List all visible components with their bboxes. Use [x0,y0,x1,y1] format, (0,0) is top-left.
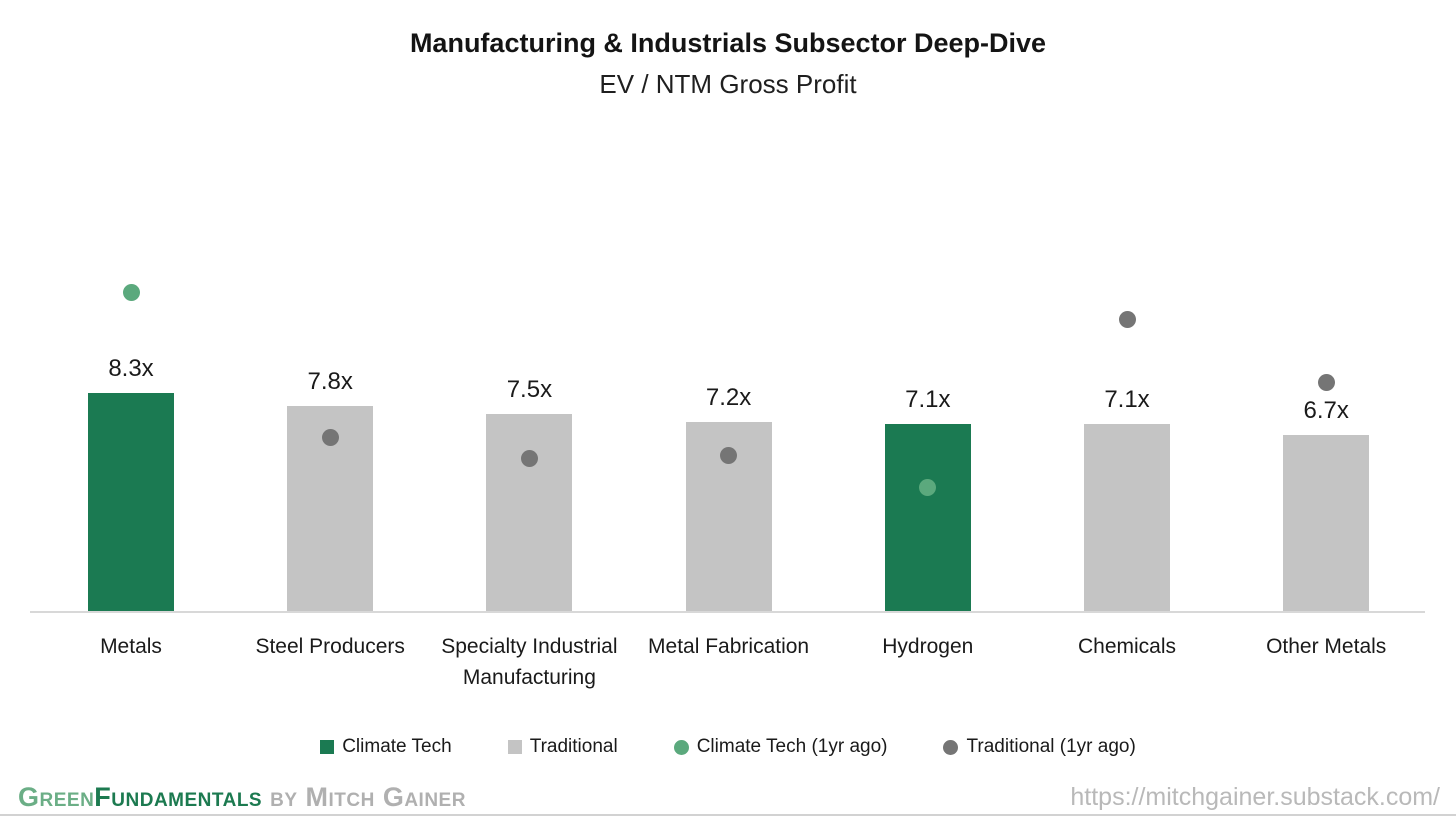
x-axis-line [30,611,1425,613]
legend-label: Climate Tech (1yr ago) [696,736,888,757]
value-label-metal-fabrication: 7.2x [705,383,752,411]
dot-traditional-1yr-ago-chemicals [1118,310,1136,328]
category-label-chemicals: Chemicals [1077,635,1177,658]
legend-item-traditional: Traditional [507,736,618,758]
chart-subtitle: EV / NTM Gross Profit [599,69,857,99]
category-label-hydrogen: Hydrogen [882,635,974,658]
brand-segment-by: by [262,782,306,812]
category-label-other-metals: Other Metals [1266,635,1387,658]
value-label-chemicals: 7.1x [1104,386,1150,414]
bottom-divider [0,814,1456,816]
legend-swatch-climate-tech [320,740,335,754]
legend-label: Traditional (1yr ago) [966,736,1136,757]
chart-title: Manufacturing & Industrials Subsector De… [409,28,1047,58]
dot-climate-tech-1yr-ago-metals [122,284,140,302]
bar-specialty-industrial-manufacturing [486,413,573,611]
site-url: https://mitchgainer.substack.com/ [1070,783,1440,811]
dot-traditional-1yr-ago-steel-producers [321,428,339,446]
value-label-hydrogen: 7.1x [905,386,951,414]
category-label-metals: Metals [100,635,162,658]
category-label-metal-fabrication: Metal Fabrication [648,635,810,658]
dot-traditional-1yr-ago-other-metals [1317,373,1335,391]
value-label-specialty-industrial-manufacturing: 7.5x [506,375,553,403]
legend-label: Climate Tech [342,736,452,757]
brand-segment-green: Green [18,782,95,812]
brand-logo: GreenFundamentals by Mitch Gainer [18,782,466,813]
bar-chemicals [1084,424,1170,611]
legend-item-climate-tech-1yr-ago: Climate Tech (1yr ago) [673,736,888,758]
value-label-metals: 8.3x [108,354,154,382]
dot-climate-tech-1yr-ago-hydrogen [919,478,937,496]
value-label-other-metals: 6.7x [1303,396,1349,424]
legend-item-traditional-1yr-ago: Traditional (1yr ago) [943,736,1136,758]
bar-metals [88,392,174,611]
legend-swatch-traditional-1yr-ago [943,739,959,755]
dot-traditional-1yr-ago-specialty-industrial-manufacturing [520,449,538,467]
brand-segment-mitch-gainer: Mitch Gainer [305,782,466,812]
legend-item-climate-tech: Climate Tech [320,736,452,758]
bar-other-metals [1283,434,1370,611]
legend: Climate Tech Traditional Climate Tech (1yr… [0,736,1456,758]
legend-label: Traditional [529,736,618,757]
dot-traditional-1yr-ago-metal-fabrication [720,447,738,465]
bar-hydrogen [884,424,971,611]
legend-swatch-traditional [507,740,522,754]
brand-segment-fundamentals: Fundamentals [94,782,263,812]
legend-swatch-climate-tech-1yr-ago [673,739,689,755]
category-label-steel-producers: Steel Producers [255,635,405,658]
category-label-specialty-industrial-manufacturing: Specialty Industrial Manufacturing [441,635,618,689]
value-label-steel-producers: 7.8x [307,367,353,395]
